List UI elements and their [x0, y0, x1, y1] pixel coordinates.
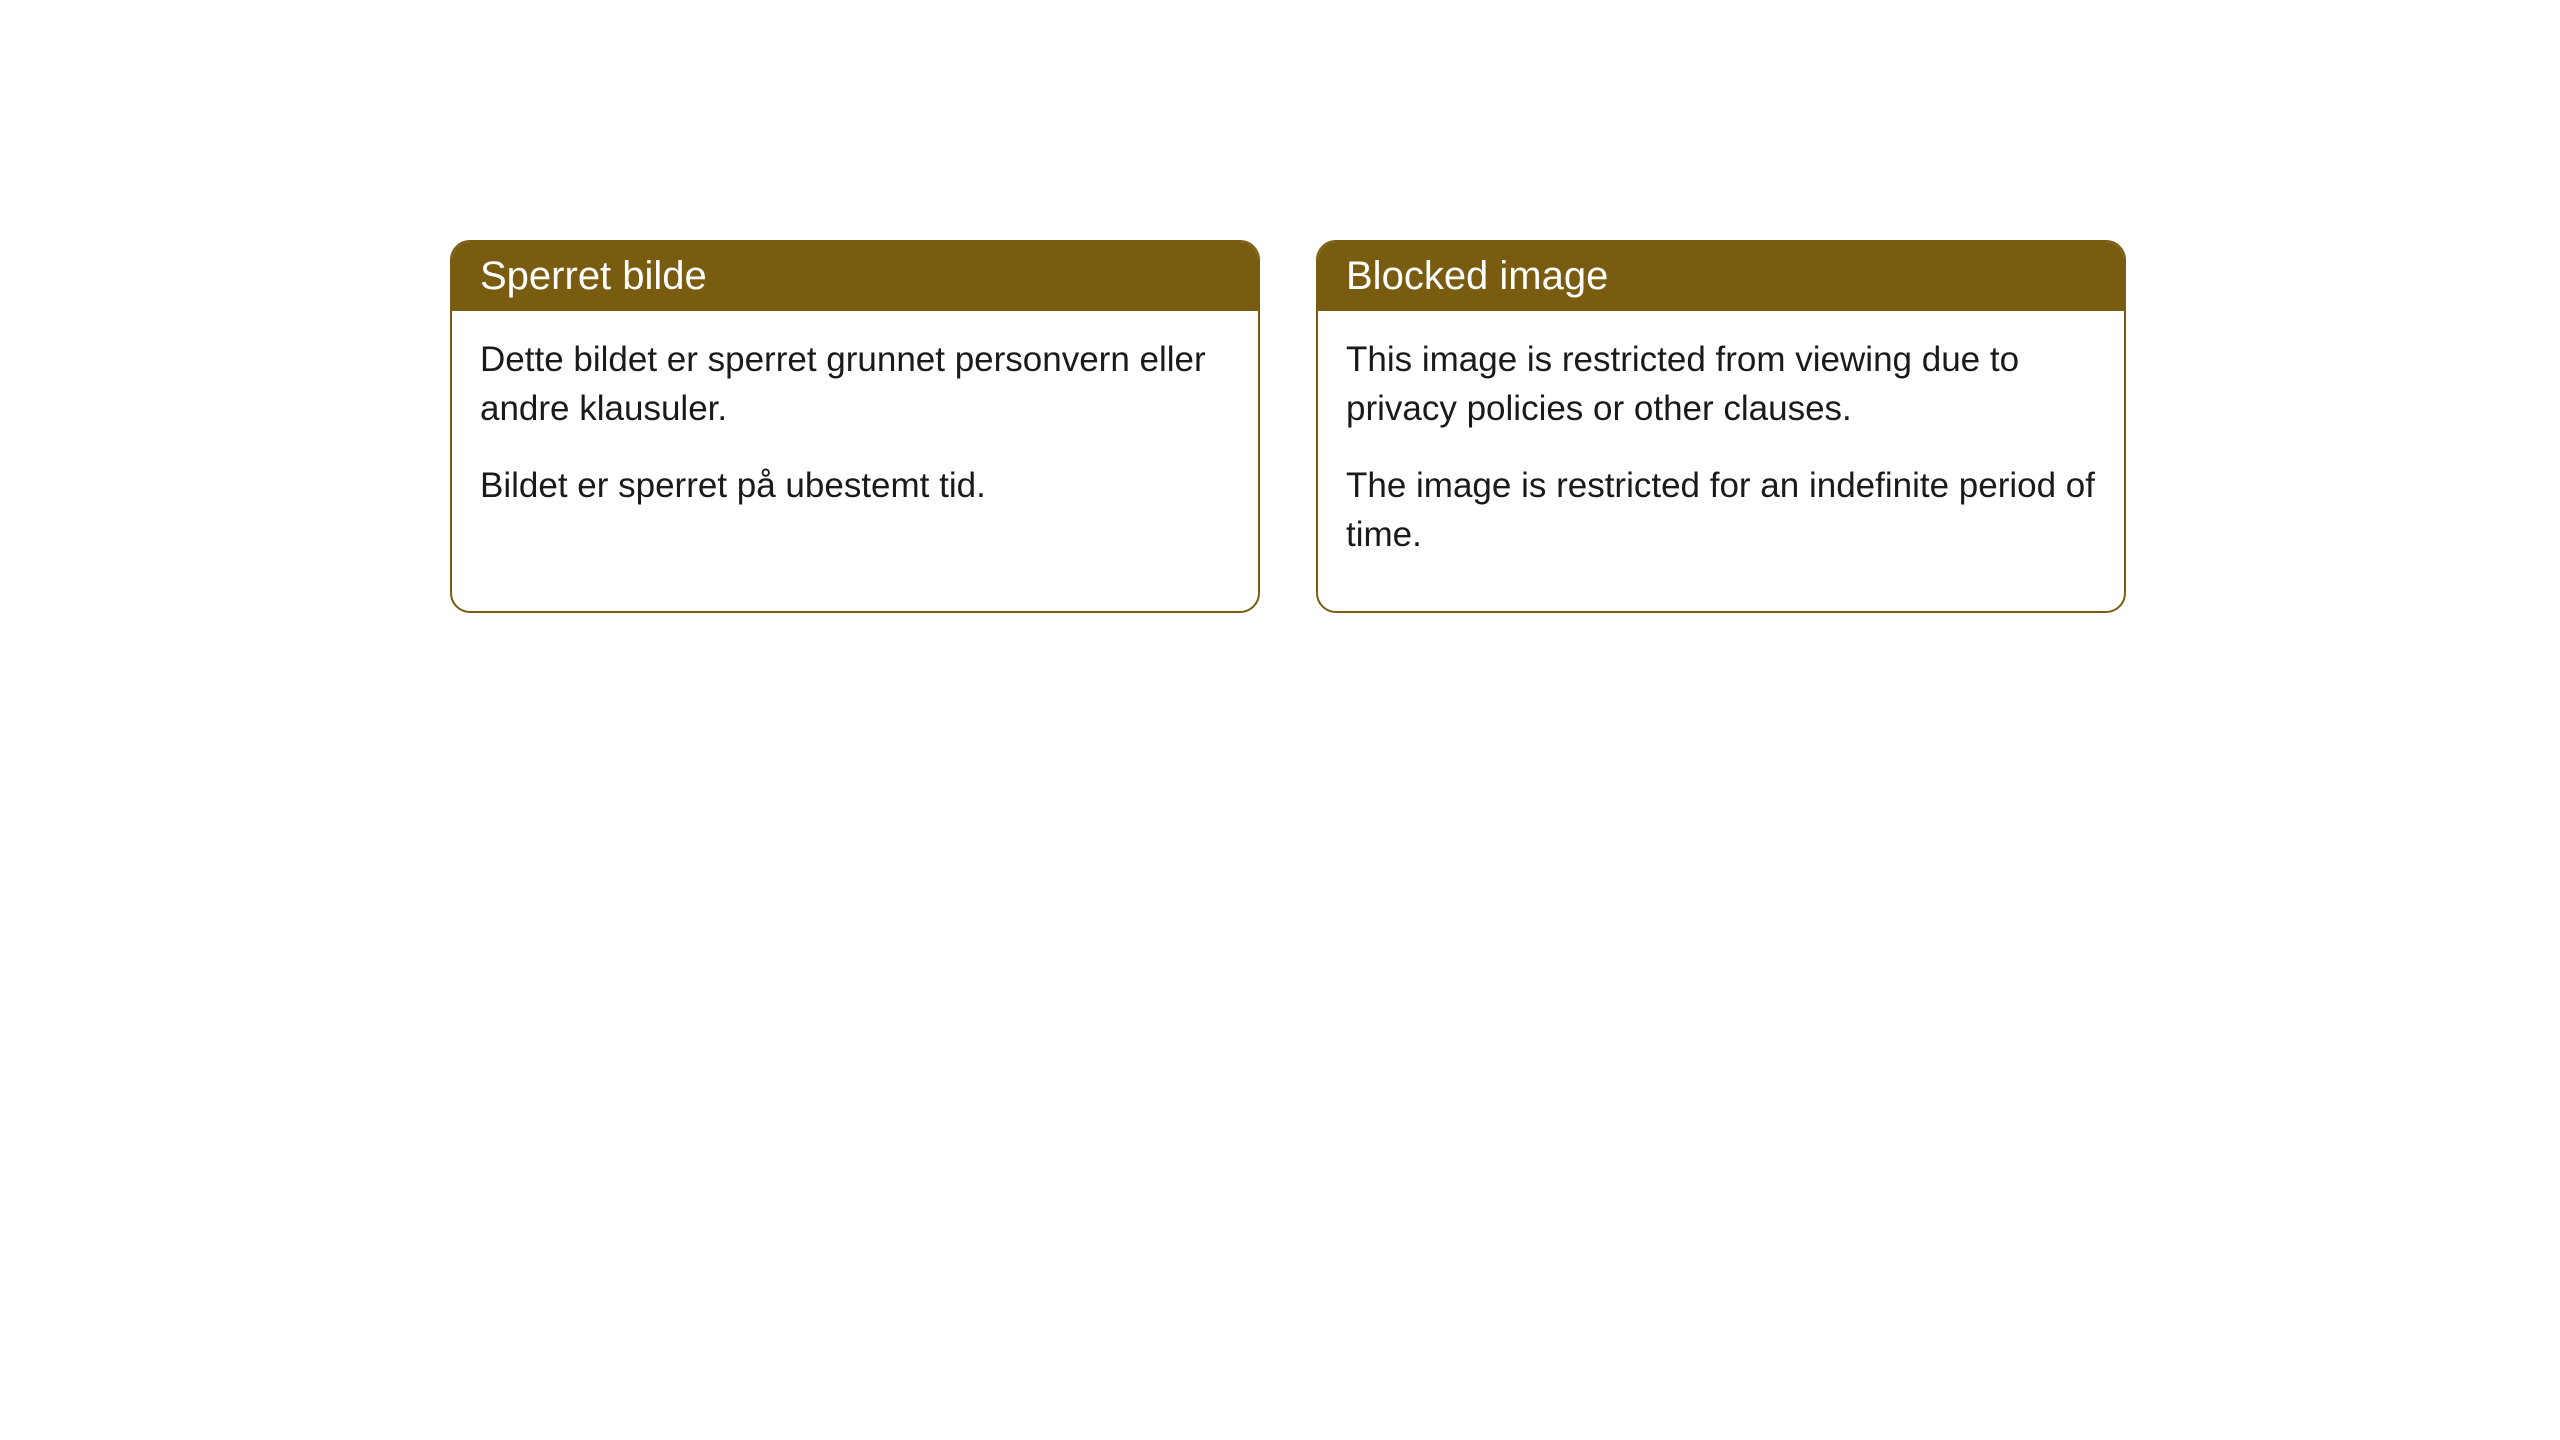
card-header: Blocked image: [1318, 242, 2124, 311]
card-body: Dette bildet er sperret grunnet personve…: [452, 311, 1258, 562]
card-paragraph: Bildet er sperret på ubestemt tid.: [480, 461, 1230, 510]
card-paragraph: Dette bildet er sperret grunnet personve…: [480, 335, 1230, 433]
card-title: Sperret bilde: [480, 254, 707, 298]
notice-card-english: Blocked image This image is restricted f…: [1316, 240, 2126, 613]
card-paragraph: The image is restricted for an indefinit…: [1346, 461, 2096, 559]
notice-card-norwegian: Sperret bilde Dette bildet er sperret gr…: [450, 240, 1260, 613]
notice-container: Sperret bilde Dette bildet er sperret gr…: [450, 240, 2126, 613]
card-paragraph: This image is restricted from viewing du…: [1346, 335, 2096, 433]
card-body: This image is restricted from viewing du…: [1318, 311, 2124, 611]
card-header: Sperret bilde: [452, 242, 1258, 311]
card-title: Blocked image: [1346, 254, 1608, 298]
